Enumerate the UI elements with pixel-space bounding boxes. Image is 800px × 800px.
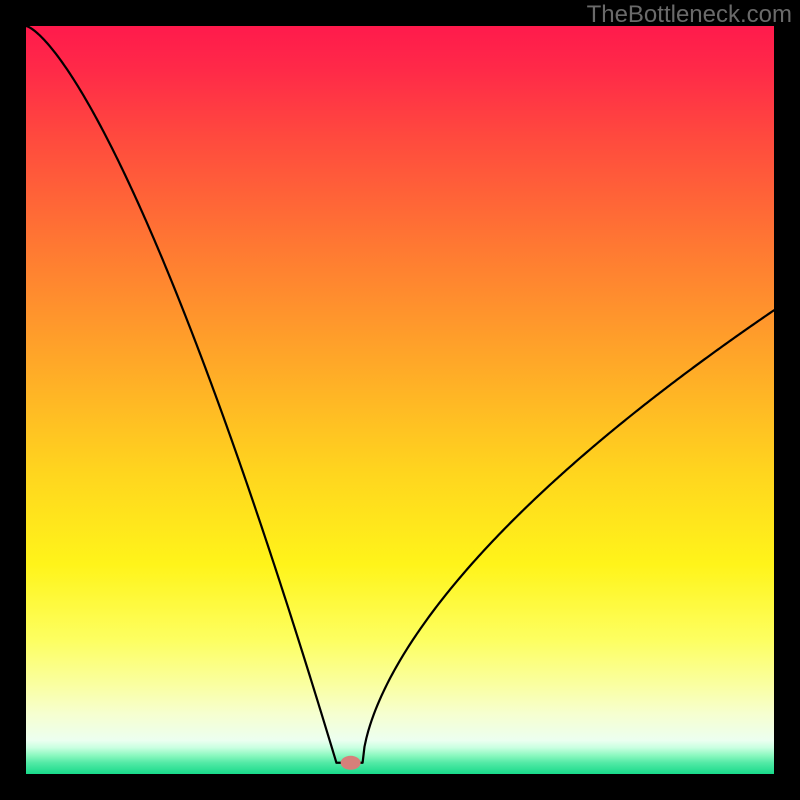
bottleneck-chart: TheBottleneck.com <box>0 0 800 800</box>
optimum-marker <box>341 756 361 770</box>
chart-svg: TheBottleneck.com <box>0 0 800 800</box>
watermark-text: TheBottleneck.com <box>587 1 792 28</box>
